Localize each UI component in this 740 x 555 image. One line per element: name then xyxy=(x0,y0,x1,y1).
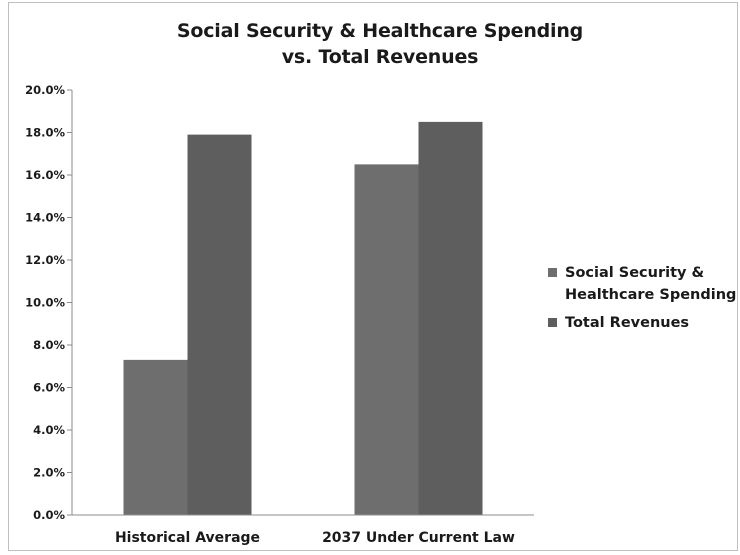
y-tick-label: 14.0% xyxy=(25,211,65,225)
legend-label-revenues: Total Revenues xyxy=(565,315,690,331)
y-tick-label: 10.0% xyxy=(25,296,65,310)
bar xyxy=(418,121,483,515)
y-tick-label: 4.0% xyxy=(33,423,65,437)
chart-title: Social Security & Healthcare Spending vs… xyxy=(0,18,740,70)
bar xyxy=(123,359,188,515)
x-axis: Historical Average 2037 Under Current Law xyxy=(72,514,534,546)
legend-swatch-revenues xyxy=(548,318,557,327)
legend-item-spending: Social Security & Healthcare Spending xyxy=(548,262,738,306)
legend-swatch-spending xyxy=(548,268,557,277)
bars xyxy=(123,121,483,515)
bar xyxy=(187,134,252,515)
y-tick-label: 6.0% xyxy=(33,381,65,395)
bar xyxy=(354,164,419,515)
legend-label-spending-line-2: Healthcare Spending xyxy=(565,287,737,303)
legend-item-revenues: Total Revenues xyxy=(548,312,738,334)
y-tick-label: 12.0% xyxy=(25,253,65,267)
y-tick-label: 18.0% xyxy=(25,126,65,140)
chart-title-line-2: vs. Total Revenues xyxy=(281,46,479,68)
y-tick-label: 0.0% xyxy=(33,508,65,522)
x-tick-label: 2037 Under Current Law xyxy=(322,530,515,546)
y-tick-label: 8.0% xyxy=(33,338,65,352)
y-tick-label: 16.0% xyxy=(25,168,65,182)
legend: Social Security & Healthcare Spending To… xyxy=(548,262,738,340)
y-axis: 0.0% 2.0% 4.0% 6.0% 8.0% 10.0% 12.0% 14.0% 16.0%… xyxy=(25,83,73,522)
y-tick-label: 20.0% xyxy=(25,83,65,97)
chart-title-line-1: Social Security & Healthcare Spending xyxy=(176,20,584,42)
legend-label-spending-line-1: Social Security & xyxy=(565,265,705,281)
y-tick-label: 2.0% xyxy=(33,466,65,480)
x-tick-label: Historical Average xyxy=(115,530,260,546)
